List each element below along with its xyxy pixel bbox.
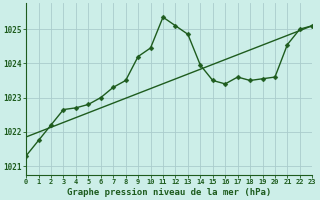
X-axis label: Graphe pression niveau de la mer (hPa): Graphe pression niveau de la mer (hPa) [67, 188, 271, 197]
